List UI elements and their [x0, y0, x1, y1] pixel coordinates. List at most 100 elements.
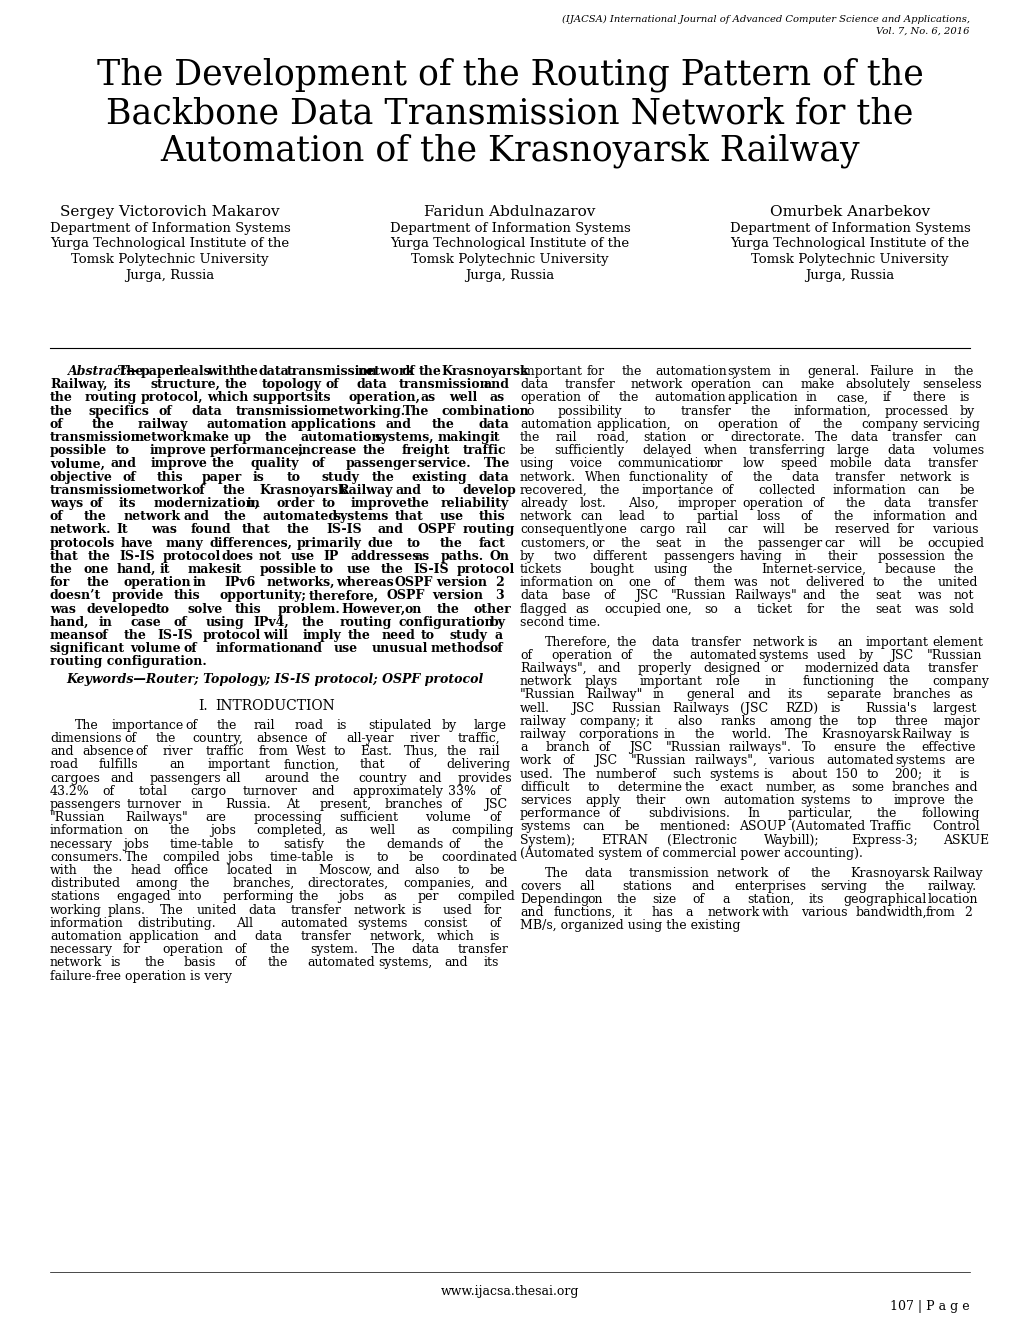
- Text: of: of: [136, 746, 148, 758]
- Text: data: data: [520, 590, 547, 602]
- Text: the: the: [345, 838, 366, 850]
- Text: can: can: [580, 511, 602, 523]
- Text: of: of: [448, 838, 461, 850]
- Text: is: is: [958, 768, 969, 780]
- Text: country,: country,: [193, 733, 244, 744]
- Text: geographical: geographical: [843, 894, 926, 906]
- Text: united: united: [936, 577, 977, 589]
- Text: other: other: [473, 603, 511, 615]
- Text: the: the: [123, 630, 147, 642]
- Text: their: their: [827, 550, 858, 562]
- Text: the: the: [953, 550, 973, 562]
- Text: by: by: [489, 616, 504, 628]
- Text: the: the: [810, 867, 830, 879]
- Text: base: base: [561, 590, 591, 602]
- Text: of: of: [597, 742, 609, 754]
- Text: supports: supports: [252, 392, 313, 404]
- Text: railways".: railways".: [728, 742, 791, 754]
- Text: bought: bought: [589, 564, 634, 576]
- Text: road,: road,: [596, 432, 629, 444]
- Text: turnover: turnover: [126, 799, 181, 810]
- Text: having: having: [739, 550, 782, 562]
- Text: protocol: protocol: [162, 550, 220, 562]
- Text: reliability: reliability: [440, 498, 508, 510]
- Text: element: element: [931, 636, 982, 648]
- Text: as: as: [489, 392, 504, 404]
- Text: road: road: [294, 719, 324, 731]
- Text: the: the: [684, 781, 704, 793]
- Text: the: the: [520, 432, 540, 444]
- Text: transmission: transmission: [286, 366, 377, 378]
- Text: services: services: [520, 795, 571, 807]
- Text: It: It: [116, 524, 128, 536]
- Text: not: not: [769, 577, 790, 589]
- Text: can: can: [916, 484, 938, 496]
- Text: data: data: [412, 944, 439, 956]
- Text: improve: improve: [351, 498, 408, 510]
- Text: is: is: [807, 636, 817, 648]
- Text: already: already: [520, 498, 567, 510]
- Text: it: it: [644, 715, 653, 727]
- Text: of: of: [185, 719, 198, 731]
- Text: the: the: [222, 484, 246, 496]
- Text: mobile: mobile: [828, 458, 871, 470]
- Text: due: due: [367, 537, 393, 549]
- Text: means: means: [50, 630, 96, 642]
- Text: consequently: consequently: [520, 524, 603, 536]
- Text: ticket: ticket: [756, 603, 792, 615]
- Text: in: in: [794, 550, 806, 562]
- Text: To: To: [801, 742, 816, 754]
- Text: by: by: [520, 550, 535, 562]
- Text: also: also: [677, 715, 702, 727]
- Text: customers,: customers,: [520, 537, 589, 549]
- Text: the: the: [268, 957, 288, 969]
- Text: and: and: [395, 484, 421, 496]
- Text: systems: systems: [895, 755, 946, 767]
- Text: transfer: transfer: [926, 663, 977, 675]
- Text: automation: automation: [301, 432, 380, 444]
- Text: plays: plays: [585, 676, 618, 688]
- Text: case: case: [130, 616, 161, 628]
- Text: seat: seat: [875, 590, 901, 602]
- Text: as: as: [414, 550, 429, 562]
- Text: from: from: [925, 907, 955, 919]
- Text: per: per: [417, 891, 439, 903]
- Text: function,: function,: [283, 759, 339, 771]
- Text: role: role: [714, 676, 740, 688]
- Text: the: the: [840, 603, 860, 615]
- Text: world.: world.: [731, 729, 771, 741]
- Text: total: total: [139, 785, 167, 797]
- Text: The: The: [118, 366, 145, 378]
- Text: directorate.: directorate.: [730, 432, 805, 444]
- Text: network.: network.: [520, 471, 576, 483]
- Text: is: is: [958, 729, 969, 741]
- Text: of: of: [587, 392, 599, 404]
- Text: was: was: [151, 524, 177, 536]
- Text: applications: applications: [290, 418, 376, 430]
- Text: Jurga, Russia: Jurga, Russia: [805, 268, 894, 281]
- Text: transfer: transfer: [301, 931, 352, 942]
- Text: by: by: [858, 649, 873, 661]
- Text: turnover: turnover: [243, 785, 298, 797]
- Text: distributing.: distributing.: [138, 917, 216, 929]
- Text: was: was: [917, 590, 942, 602]
- Text: by: by: [441, 719, 457, 731]
- Text: to: to: [319, 564, 333, 576]
- Text: study: study: [449, 630, 487, 642]
- Text: and: and: [183, 511, 210, 523]
- Text: fulfills: fulfills: [99, 759, 139, 771]
- Text: Jurga, Russia: Jurga, Russia: [125, 268, 214, 281]
- Text: of: of: [192, 484, 206, 496]
- Text: occupied: occupied: [926, 537, 983, 549]
- Text: JSC: JSC: [629, 742, 651, 754]
- Text: importance: importance: [111, 719, 183, 731]
- Text: for: for: [483, 904, 501, 916]
- Text: data: data: [478, 471, 508, 483]
- Text: important: important: [520, 366, 582, 378]
- Text: among: among: [768, 715, 811, 727]
- Text: largest: largest: [931, 702, 976, 714]
- Text: information: information: [216, 643, 300, 655]
- Text: many: many: [165, 537, 203, 549]
- Text: following: following: [921, 808, 979, 820]
- Text: lost.: lost.: [579, 498, 605, 510]
